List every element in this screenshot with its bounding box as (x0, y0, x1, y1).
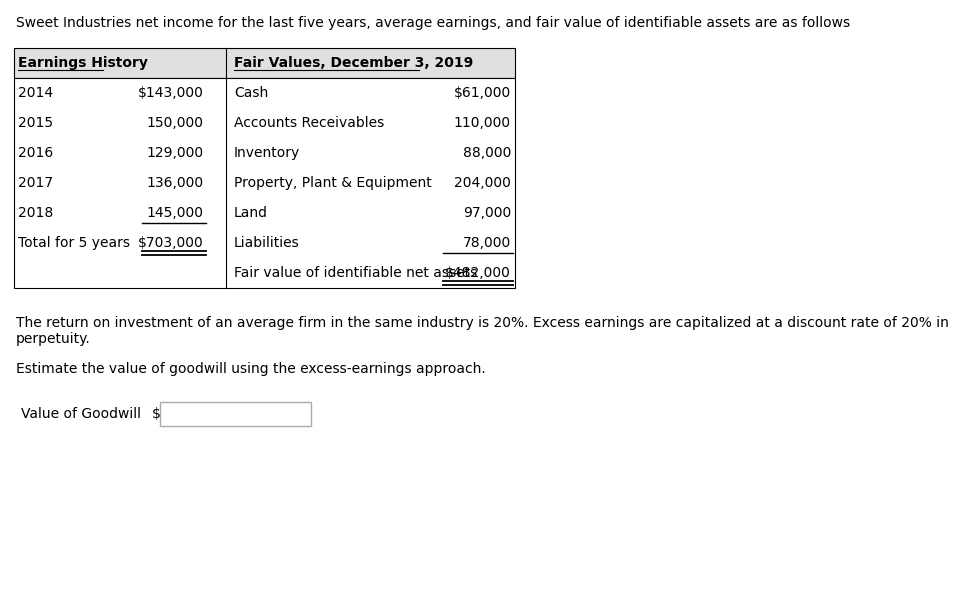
Text: Total for 5 years: Total for 5 years (17, 236, 129, 250)
Text: 129,000: 129,000 (147, 146, 204, 160)
Text: Estimate the value of goodwill using the excess-earnings approach.: Estimate the value of goodwill using the… (16, 362, 486, 376)
Text: Fair value of identifiable net assets: Fair value of identifiable net assets (234, 266, 477, 280)
Text: 150,000: 150,000 (147, 116, 204, 130)
Text: $703,000: $703,000 (138, 236, 204, 250)
Text: 78,000: 78,000 (462, 236, 511, 250)
Text: 2016: 2016 (17, 146, 52, 160)
Bar (159, 402, 312, 426)
Text: $61,000: $61,000 (453, 86, 511, 100)
Text: 2018: 2018 (17, 206, 52, 220)
Text: Fair Values, December 3, 2019: Fair Values, December 3, 2019 (234, 56, 473, 70)
Text: Property, Plant & Equipment: Property, Plant & Equipment (234, 176, 432, 190)
Text: Sweet Industries net income for the last five years, average earnings, and fair : Sweet Industries net income for the last… (16, 16, 850, 30)
Text: 2017: 2017 (17, 176, 52, 190)
Text: Inventory: Inventory (234, 146, 300, 160)
Text: $143,000: $143,000 (138, 86, 204, 100)
Text: 88,000: 88,000 (462, 146, 511, 160)
Text: 145,000: 145,000 (147, 206, 204, 220)
Text: 204,000: 204,000 (454, 176, 511, 190)
Text: Earnings History: Earnings History (17, 56, 148, 70)
Bar (15, 48, 515, 78)
Text: Accounts Receivables: Accounts Receivables (234, 116, 385, 130)
Text: $482,000: $482,000 (445, 266, 511, 280)
Text: 2014: 2014 (17, 86, 52, 100)
Text: 136,000: 136,000 (147, 176, 204, 190)
Text: $: $ (151, 407, 160, 421)
Text: 110,000: 110,000 (453, 116, 511, 130)
Bar (15, 78, 515, 288)
Text: 97,000: 97,000 (462, 206, 511, 220)
Text: Cash: Cash (234, 86, 268, 100)
Text: The return on investment of an average firm in the same industry is 20%. Excess : The return on investment of an average f… (16, 316, 949, 346)
Text: Land: Land (234, 206, 268, 220)
Text: 2015: 2015 (17, 116, 52, 130)
Text: Value of Goodwill: Value of Goodwill (20, 407, 141, 421)
Text: Liabilities: Liabilities (234, 236, 300, 250)
